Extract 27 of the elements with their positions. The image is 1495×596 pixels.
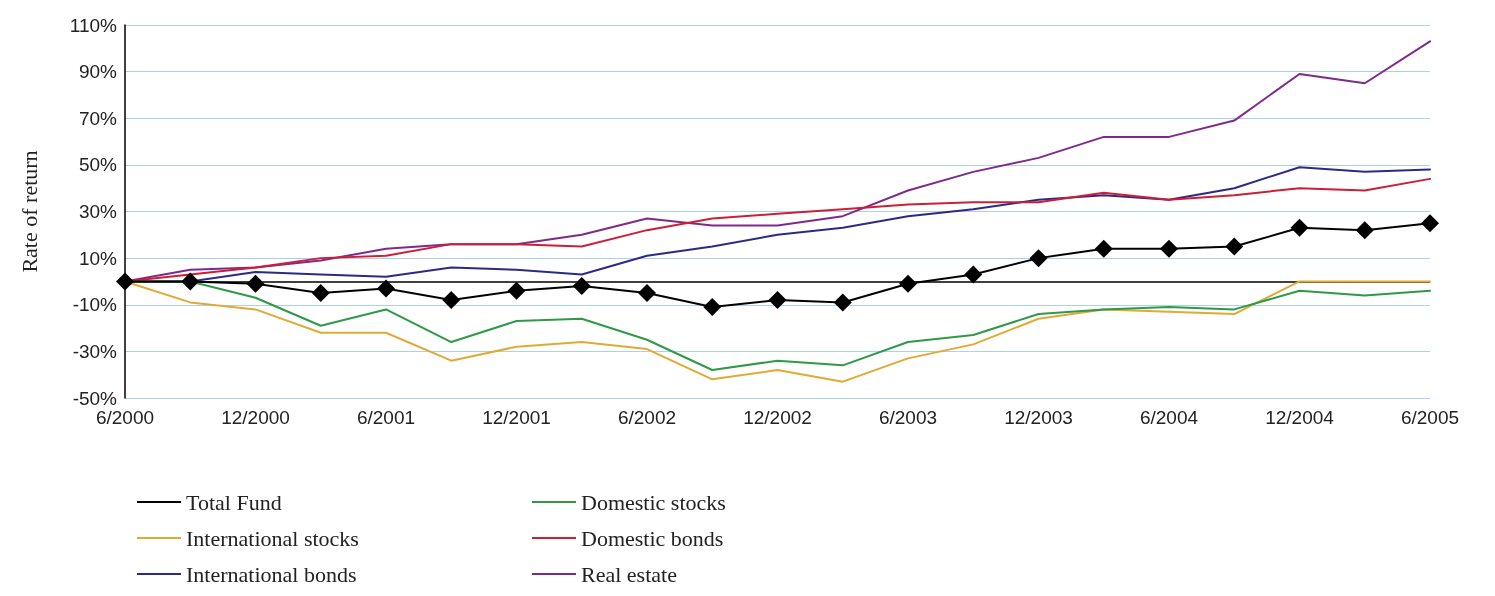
- x-tick-label: 6/2000: [95, 407, 155, 428]
- y-tick-label: -50%: [72, 387, 118, 409]
- x-tick-label: 12/2003: [1004, 407, 1073, 428]
- legend-label: International stocks: [186, 525, 359, 551]
- y-tick-label: 90%: [78, 61, 118, 83]
- x-tick-label: 12/2004: [1265, 407, 1335, 428]
- legend-label: International bonds: [186, 561, 357, 587]
- y-axis-title: Rate of return: [16, 150, 42, 273]
- legend-label: Real estate: [581, 561, 677, 587]
- y-tick-label: 50%: [78, 154, 118, 176]
- x-tick-label: 6/2001: [356, 407, 416, 428]
- x-tick-label: 6/2003: [878, 407, 938, 428]
- x-tick-label: 6/2005: [1400, 407, 1460, 428]
- y-tick-label: -30%: [72, 340, 118, 362]
- y-tick-label: 70%: [78, 107, 118, 129]
- x-tick-label: 12/2000: [221, 407, 290, 428]
- legend-label: Domestic stocks: [581, 489, 726, 515]
- y-tick-label: 30%: [78, 201, 118, 222]
- legend-label: Total Fund: [186, 489, 282, 515]
- legend-label: Domestic bonds: [581, 525, 724, 551]
- y-tick-label: 110%: [69, 14, 118, 36]
- y-tick-label: 10%: [78, 247, 118, 269]
- x-tick-label: 6/2002: [617, 407, 677, 428]
- x-tick-label: 12/2001: [482, 407, 551, 428]
- x-tick-label: 6/2004: [1139, 407, 1199, 428]
- x-tick-label: 12/2002: [743, 407, 812, 428]
- y-tick-label: -10%: [72, 294, 118, 316]
